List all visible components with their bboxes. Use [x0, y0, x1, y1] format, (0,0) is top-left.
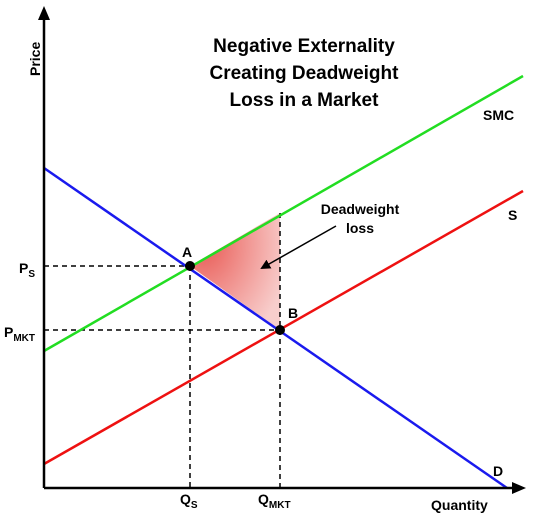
- qs-label: QS: [180, 491, 198, 511]
- ps-sub: S: [28, 269, 35, 280]
- qmkt-label: QMKT: [258, 491, 291, 511]
- smc-label: SMC: [483, 107, 514, 123]
- smc-curve: [43, 74, 524, 353]
- y-axis-arrow-icon: [38, 6, 50, 20]
- deadweight-arrow: [260, 225, 337, 269]
- deadweight-label-line-1: Deadweight: [321, 201, 400, 217]
- point-b-marker: [275, 325, 285, 335]
- title-line-1: Negative Externality: [213, 36, 395, 57]
- x-axis-label: Quantity: [431, 497, 488, 513]
- pmkt-main: P: [4, 324, 13, 340]
- point-a-label: A: [182, 244, 192, 260]
- point-a-marker: [185, 261, 195, 271]
- y-axis-label: Price: [27, 42, 43, 76]
- pmkt-label: PMKT: [4, 324, 35, 344]
- qmkt-sub: MKT: [269, 500, 291, 511]
- qmkt-main: Q: [258, 491, 269, 507]
- qs-sub: S: [191, 500, 198, 511]
- ps-main: P: [19, 260, 28, 276]
- point-b-label: B: [288, 305, 298, 321]
- demand-label: D: [493, 463, 503, 479]
- supply-label: S: [508, 207, 517, 223]
- title-line-3: Loss in a Market: [230, 90, 380, 111]
- title-line-2: Creating Deadweight: [210, 63, 400, 84]
- pmkt-sub: MKT: [13, 333, 35, 344]
- qs-main: Q: [180, 491, 191, 507]
- deadweight-loss-area: [190, 213, 280, 330]
- x-axis-arrow-icon: [512, 482, 526, 494]
- deadweight-label-line-2: loss: [346, 220, 374, 236]
- ps-label: PS: [19, 260, 35, 280]
